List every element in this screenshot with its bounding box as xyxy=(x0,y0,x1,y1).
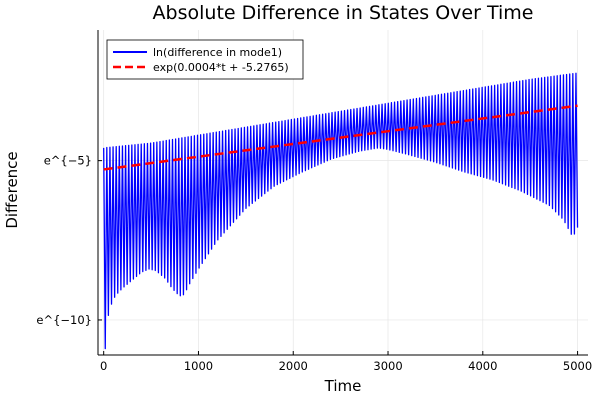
x-tick-label: 3000 xyxy=(373,359,402,373)
legend-entry-red: exp(0.0004*t + -5.2765) xyxy=(153,61,289,74)
x-axis-label: Time xyxy=(324,377,362,395)
y-axis-label: Difference xyxy=(3,151,21,228)
chart-title: Absolute Difference in States Over Time xyxy=(153,2,534,24)
x-tick-label: 2000 xyxy=(279,359,308,373)
series-line-mode1 xyxy=(103,72,579,350)
x-tick-label: 1000 xyxy=(184,359,213,373)
x-tick-label: 4000 xyxy=(468,359,497,373)
axes: 0 1000 2000 3000 4000 5000 e^{−5} e^{−10} xyxy=(36,30,592,373)
plot-area xyxy=(103,72,579,350)
legend: ln(difference in mode1) exp(0.0004*t + -… xyxy=(106,39,304,80)
series-line-fit xyxy=(103,104,578,171)
y-tick-label: e^{−5} xyxy=(44,154,92,168)
x-tick-label: 0 xyxy=(100,359,107,373)
y-tick-label: e^{−10} xyxy=(36,313,92,327)
legend-box xyxy=(106,39,304,80)
legend-entry-blue: ln(difference in mode1) xyxy=(153,46,282,59)
x-tick-label: 5000 xyxy=(563,359,592,373)
